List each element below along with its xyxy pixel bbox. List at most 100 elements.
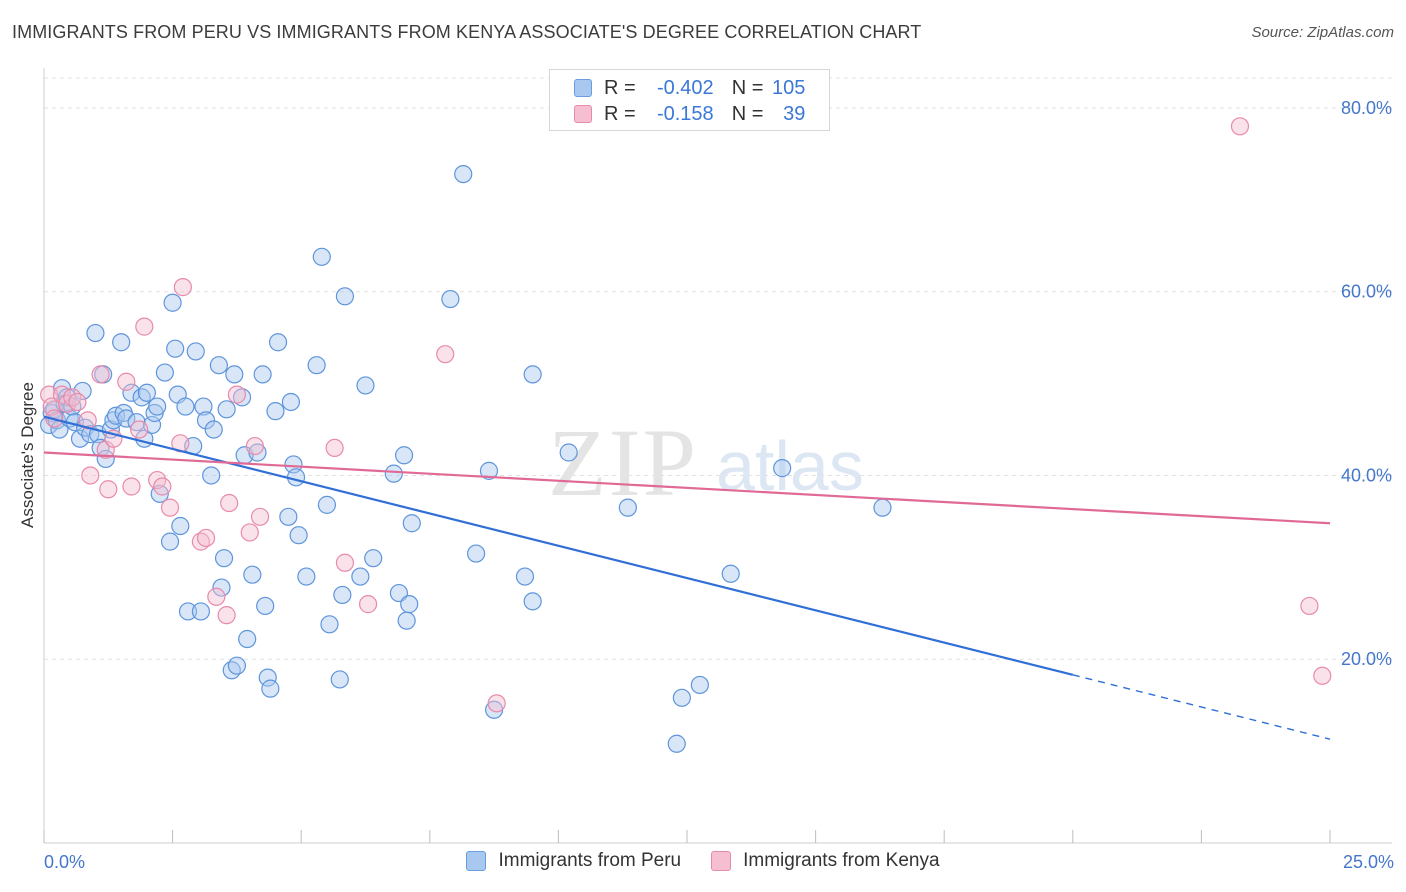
data-point bbox=[130, 420, 149, 439]
data-point bbox=[397, 611, 416, 630]
data-point bbox=[191, 602, 210, 621]
data-point bbox=[238, 629, 257, 649]
trend-line-peru-extension bbox=[1072, 674, 1331, 740]
series-kenya bbox=[40, 117, 1332, 713]
data-point bbox=[335, 287, 355, 306]
data-point bbox=[289, 526, 308, 545]
trend-line-peru bbox=[43, 415, 1074, 676]
data-point bbox=[320, 615, 339, 634]
data-point bbox=[667, 734, 686, 753]
data-point bbox=[212, 578, 231, 597]
legend-swatch-peru bbox=[574, 79, 592, 97]
data-point bbox=[297, 567, 316, 586]
data-point bbox=[155, 363, 174, 382]
trend-line-kenya bbox=[43, 451, 1331, 525]
data-point bbox=[42, 397, 61, 416]
data-point bbox=[153, 477, 172, 496]
legend-r-value: -0.402 bbox=[656, 76, 714, 99]
data-point bbox=[91, 365, 110, 384]
legend-label-kenya: Immigrants from Kenya bbox=[743, 850, 940, 871]
legend-item-kenya: Immigrants from Kenya bbox=[711, 850, 940, 872]
data-point bbox=[253, 365, 272, 384]
y-tick-label: 80.0% bbox=[1341, 98, 1392, 118]
y-tick-label: 20.0% bbox=[1341, 649, 1392, 669]
data-point bbox=[873, 498, 892, 517]
data-point bbox=[99, 480, 118, 499]
data-point bbox=[523, 592, 542, 611]
data-point bbox=[454, 164, 473, 184]
data-point bbox=[214, 549, 234, 568]
data-point bbox=[487, 694, 506, 713]
data-point bbox=[176, 397, 195, 416]
data-point bbox=[436, 345, 455, 364]
watermark-zip: ZIP bbox=[548, 409, 698, 516]
data-point bbox=[137, 383, 156, 402]
data-point bbox=[479, 461, 499, 480]
source-label: Source: ZipAtlas.com bbox=[1251, 24, 1394, 41]
data-point bbox=[268, 333, 288, 352]
data-point bbox=[618, 498, 637, 517]
data-point bbox=[207, 587, 226, 606]
data-point bbox=[245, 436, 265, 456]
data-point bbox=[261, 679, 280, 698]
data-point bbox=[335, 553, 355, 572]
data-point bbox=[307, 356, 326, 375]
legend-row-kenya: R = -0.158 N = 39 bbox=[574, 102, 805, 126]
data-point bbox=[166, 339, 185, 358]
data-point bbox=[122, 477, 141, 496]
data-point bbox=[81, 466, 100, 485]
legend-r-label: R = bbox=[604, 102, 636, 125]
data-point bbox=[559, 443, 578, 462]
data-point bbox=[194, 397, 213, 416]
data-point bbox=[86, 323, 105, 343]
data-point bbox=[384, 464, 403, 483]
axes bbox=[43, 68, 1392, 844]
data-point bbox=[333, 585, 352, 605]
data-point bbox=[160, 532, 180, 551]
data-point bbox=[515, 567, 535, 586]
data-point bbox=[330, 670, 349, 689]
y-tick-label: 40.0% bbox=[1341, 465, 1392, 485]
data-point bbox=[163, 293, 182, 312]
data-point bbox=[358, 595, 378, 614]
legend-n-value: 105 bbox=[772, 76, 806, 99]
data-point bbox=[58, 388, 77, 407]
legend-swatch-kenya bbox=[574, 105, 592, 123]
y-tick-label: 60.0% bbox=[1341, 282, 1392, 302]
data-point bbox=[400, 595, 419, 614]
data-point bbox=[394, 446, 414, 465]
series-legend: Immigrants from Peru Immigrants from Ken… bbox=[0, 850, 1406, 872]
data-point bbox=[356, 376, 375, 395]
data-point bbox=[258, 668, 277, 687]
data-point bbox=[78, 411, 97, 430]
data-point bbox=[227, 656, 246, 675]
data-point bbox=[220, 493, 239, 513]
data-point bbox=[325, 438, 344, 458]
data-point bbox=[240, 523, 259, 542]
data-point bbox=[721, 564, 740, 583]
x-tick-label-min: 0.0% bbox=[44, 852, 86, 872]
data-point bbox=[351, 567, 370, 586]
data-point bbox=[127, 413, 146, 432]
legend-swatch-peru bbox=[466, 851, 487, 871]
data-point bbox=[112, 333, 131, 352]
data-point bbox=[173, 278, 192, 297]
data-point bbox=[364, 549, 383, 568]
data-point bbox=[122, 383, 141, 402]
legend-n-label: N = bbox=[731, 102, 764, 125]
data-point bbox=[73, 381, 92, 401]
data-point bbox=[402, 514, 421, 533]
legend-r-value: -0.158 bbox=[656, 102, 714, 125]
data-point bbox=[117, 372, 136, 391]
data-point bbox=[40, 385, 59, 404]
data-point bbox=[773, 459, 792, 478]
data-point bbox=[672, 688, 691, 707]
data-point bbox=[232, 388, 252, 407]
data-point bbox=[256, 596, 275, 616]
data-point bbox=[312, 247, 331, 266]
legend-n-value: 39 bbox=[783, 102, 806, 125]
data-point bbox=[160, 498, 180, 517]
chart-title: IMMIGRANTS FROM PERU VS IMMIGRANTS FROM … bbox=[12, 22, 922, 42]
data-point bbox=[279, 507, 298, 526]
